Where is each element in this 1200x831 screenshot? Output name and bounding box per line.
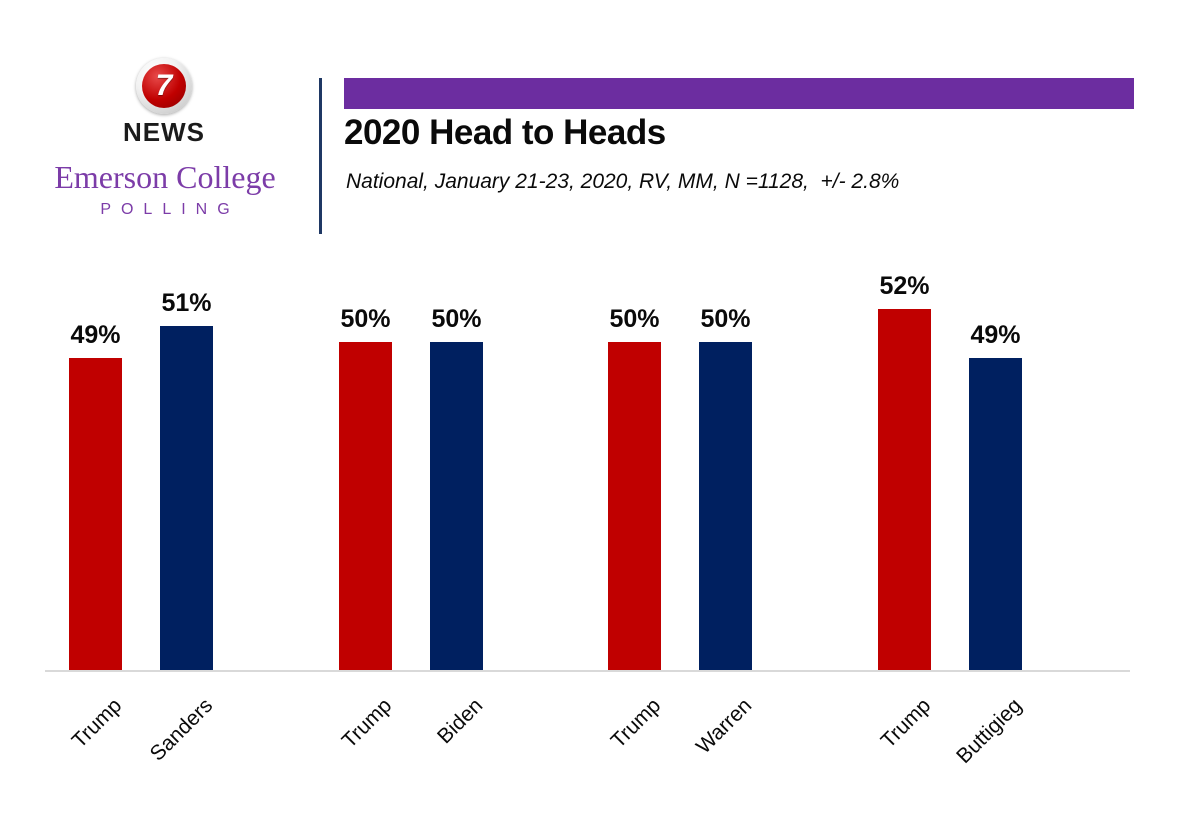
page-title: 2020 Head to Heads — [344, 113, 666, 152]
bar-value-label: 50% — [340, 305, 391, 333]
7news-wordmark: NEWS — [123, 117, 205, 147]
7news-number: 7 — [142, 64, 186, 108]
x-axis-line — [45, 670, 1130, 672]
emerson-college-name: Emerson College — [54, 159, 276, 195]
emerson-college-logo: Emerson College POLLING — [22, 159, 308, 219]
bar-value-label: 50% — [431, 305, 482, 333]
page-subtitle: National, January 21-23, 2020, RV, MM, N… — [346, 170, 900, 193]
emerson-polling-label: POLLING — [100, 201, 240, 219]
bar-sanders-trump-vs-sanders — [160, 326, 213, 670]
bar-value-label: 51% — [161, 289, 212, 317]
bar-value-label: 49% — [970, 321, 1021, 349]
bar-biden-trump-vs-biden — [430, 342, 483, 670]
vertical-divider — [319, 78, 322, 234]
bar-trump-trump-vs-sanders — [69, 358, 122, 670]
7news-logo: 7 NEWS — [112, 58, 216, 148]
bar-trump-trump-vs-biden — [339, 342, 392, 670]
bar-warren-trump-vs-warren — [699, 342, 752, 670]
bar-buttigieg-trump-vs-buttigieg — [969, 358, 1022, 670]
purple-banner — [344, 78, 1134, 109]
bar-trump-trump-vs-warren — [608, 342, 661, 670]
bar-value-label: 52% — [879, 272, 930, 300]
bar-value-label: 50% — [700, 305, 751, 333]
bar-value-label: 49% — [70, 321, 121, 349]
bar-trump-trump-vs-buttigieg — [878, 309, 931, 670]
bar-value-label: 50% — [609, 305, 660, 333]
7news-circle-icon: 7 — [136, 58, 192, 114]
